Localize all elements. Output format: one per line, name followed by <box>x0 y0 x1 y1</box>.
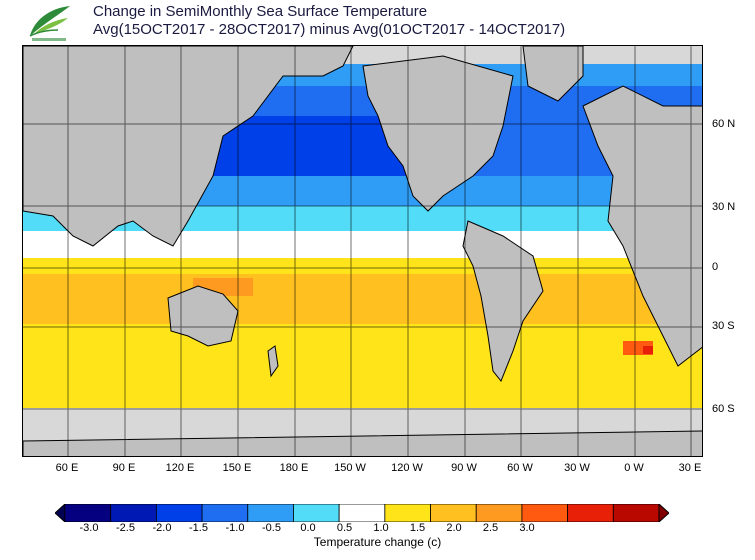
colorbar-segment <box>338 504 386 522</box>
colorbar-tick-label: 2.0 <box>446 522 462 534</box>
colorbar-tick-label: 0.5 <box>336 522 353 534</box>
colorbar-over-arrow <box>658 504 669 522</box>
colorbar-tick-label: 1.0 <box>373 522 389 534</box>
sst-map-canvas <box>23 46 702 456</box>
colorbar-tick-label: 0.0 <box>300 522 316 534</box>
colorbar-segment <box>201 504 249 522</box>
latitude-label: 60 S <box>712 403 735 415</box>
longitude-label: 60 W <box>507 462 533 474</box>
agency-logo <box>29 6 70 41</box>
colorbar-segment <box>567 504 614 522</box>
chart-title: Change in SemiMonthly Sea Surface Temper… <box>93 3 428 20</box>
longitude-label: 120 E <box>165 462 195 474</box>
longitude-label: 90 W <box>451 462 477 474</box>
colorbar-segment <box>293 504 340 522</box>
colorbar-segment <box>64 504 112 522</box>
colorbar-label: Temperature change (c) <box>313 535 442 549</box>
colorbar-segment <box>247 504 294 522</box>
colorbar-tick-label: 2.5 <box>482 522 499 534</box>
longitude-label: 150 E <box>222 462 252 474</box>
longitude-label: 150 W <box>334 462 366 474</box>
latitude-label: 0 <box>712 261 719 273</box>
longitude-label: 60 E <box>55 462 79 474</box>
longitude-label: 120 W <box>391 462 423 474</box>
latitude-label: 30 N <box>712 201 736 213</box>
colorbar-tick-label: -1.0 <box>225 522 245 534</box>
colorbar-segment <box>475 504 523 522</box>
longitude-label: 180 E <box>279 462 309 474</box>
colorbar-under-arrow <box>55 504 66 522</box>
colorbar-segment <box>110 504 157 522</box>
colorbar-segment <box>430 504 477 522</box>
latitude-label: 30 S <box>712 320 735 332</box>
sst-map <box>22 45 703 457</box>
colorbar <box>55 504 669 522</box>
colorbar-segment <box>612 504 660 522</box>
colorbar-segment <box>521 504 569 522</box>
colorbar-tick-label: -2.0 <box>152 522 172 534</box>
longitude-label: 30 W <box>564 462 590 474</box>
longitude-label: 0 W <box>624 462 644 474</box>
longitude-label: 90 E <box>112 462 136 474</box>
colorbar-segment <box>384 504 431 522</box>
longitude-label: 30 E <box>678 462 702 474</box>
colorbar-tick-label: 1.5 <box>409 522 426 534</box>
latitude-label: 60 N <box>712 118 736 130</box>
colorbar-tick-label: -3.0 <box>79 522 99 534</box>
colorbar-tick-label: -2.5 <box>116 522 135 534</box>
colorbar-tick-label: 3.0 <box>519 522 535 534</box>
chart-subtitle: Avg(15OCT2017 - 28OCT2017) minus Avg(01O… <box>93 21 566 38</box>
colorbar-segment <box>155 504 203 522</box>
colorbar-tick-label: -1.5 <box>189 522 208 534</box>
colorbar-tick-label: -0.5 <box>262 522 281 534</box>
